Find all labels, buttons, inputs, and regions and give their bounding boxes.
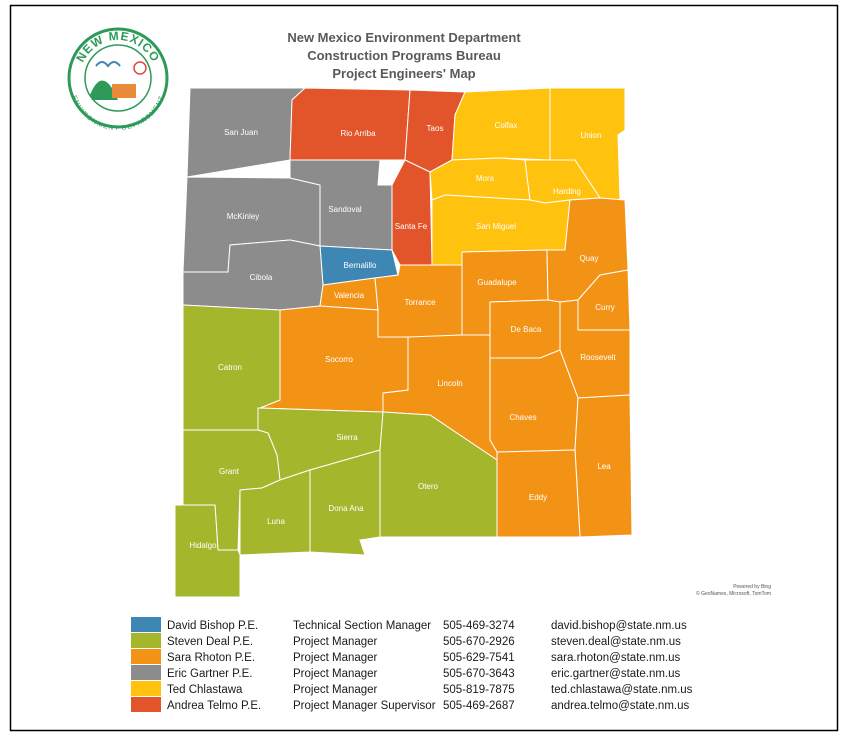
county-label: Catron bbox=[218, 363, 242, 372]
legend-phone: 505-469-2687 bbox=[443, 700, 515, 712]
title-line: Construction Programs Bureau bbox=[307, 48, 501, 63]
county-shape bbox=[391, 159, 433, 266]
legend-phone: 505-469-3274 bbox=[443, 620, 515, 632]
attribution: Powered by Bing bbox=[733, 584, 771, 590]
county-label: Lea bbox=[597, 462, 611, 471]
county-label: Colfax bbox=[495, 121, 518, 130]
county-label: Taos bbox=[427, 124, 444, 133]
county-label: Roosevelt bbox=[580, 353, 616, 362]
county-label: Sierra bbox=[336, 433, 358, 442]
legend-email: eric.gartner@state.nm.us bbox=[551, 668, 681, 680]
county-label: Harding bbox=[553, 187, 581, 196]
legend-swatch bbox=[131, 633, 161, 648]
legend-name: Eric Gartner P.E. bbox=[167, 668, 252, 680]
logo-mesa bbox=[112, 84, 136, 98]
legend-swatch bbox=[131, 681, 161, 696]
county-label: Dona Ana bbox=[328, 504, 364, 513]
county-label: San Miguel bbox=[476, 222, 516, 231]
county-label: Eddy bbox=[529, 493, 547, 502]
county-shape bbox=[174, 504, 241, 598]
logo: NEW MEXICO ENVIRONMENT DEPARTMENT bbox=[67, 27, 169, 132]
title-line: New Mexico Environment Department bbox=[287, 30, 521, 45]
legend-phone: 505-670-3643 bbox=[443, 668, 515, 680]
county-label: Chaves bbox=[509, 413, 536, 422]
county-label: Quay bbox=[579, 254, 598, 263]
legend-email: sara.rhoton@state.nm.us bbox=[551, 652, 681, 664]
legend-name: Ted Chlastawa bbox=[167, 684, 243, 696]
legend-swatch bbox=[131, 649, 161, 664]
county-shape bbox=[489, 349, 579, 453]
attribution: © GeoNames, Microsoft, TomTom bbox=[696, 590, 771, 597]
legend-email: david.bishop@state.nm.us bbox=[551, 620, 687, 632]
legend-title: Project Manager Supervisor bbox=[293, 700, 436, 712]
legend-email: steven.deal@state.nm.us bbox=[551, 636, 681, 648]
logo-hill bbox=[90, 80, 118, 100]
legend-title: Project Manager bbox=[293, 636, 378, 648]
legend-email: ted.chlastawa@state.nm.us bbox=[551, 684, 693, 696]
legend-title: Project Manager bbox=[293, 684, 378, 696]
legend-phone: 505-629-7541 bbox=[443, 652, 515, 664]
county-label: Santa Fe bbox=[395, 222, 428, 231]
county-label: Lincoln bbox=[437, 379, 462, 388]
legend-swatch bbox=[131, 617, 161, 632]
legend-name: Andrea Telmo P.E. bbox=[167, 700, 261, 712]
legend-name: Steven Deal P.E. bbox=[167, 636, 253, 648]
county-label: Valencia bbox=[334, 291, 365, 300]
logo-inner bbox=[84, 44, 152, 112]
legend-name: Sara Rhoton P.E. bbox=[167, 652, 255, 664]
legend-swatch bbox=[131, 697, 161, 712]
logo-cloud bbox=[95, 61, 121, 68]
title-line: Project Engineers' Map bbox=[332, 66, 475, 81]
county-label: Guadalupe bbox=[477, 278, 517, 287]
legend-phone: 505-670-2926 bbox=[443, 636, 515, 648]
county-label: Torrance bbox=[404, 298, 436, 307]
legend-title: Technical Section Manager bbox=[293, 620, 431, 632]
county-label: Rio Arriba bbox=[340, 129, 376, 138]
county-shape bbox=[289, 87, 411, 161]
logo-zia bbox=[133, 61, 147, 75]
county-label: Cibola bbox=[250, 273, 273, 282]
legend-title: Project Manager bbox=[293, 652, 378, 664]
legend-email: andrea.telmo@state.nm.us bbox=[551, 700, 689, 712]
county-label: Mora bbox=[476, 174, 495, 183]
county-label: De Baca bbox=[511, 325, 542, 334]
legend-swatch bbox=[131, 665, 161, 680]
county-label: San Juan bbox=[224, 128, 258, 137]
county-label: Union bbox=[581, 131, 602, 140]
county-label: Luna bbox=[267, 517, 285, 526]
county-label: Grant bbox=[219, 467, 240, 476]
legend-title: Project Manager bbox=[293, 668, 378, 680]
legend-name: David Bishop P.E. bbox=[167, 620, 258, 632]
legend-phone: 505-819-7875 bbox=[443, 684, 515, 696]
counties: San Juan Rio Arriba Taos Colfax Union McKinle… bbox=[174, 87, 633, 598]
county-label: Otero bbox=[418, 482, 439, 491]
county-label: Bernalillo bbox=[344, 261, 377, 270]
county-shape bbox=[574, 394, 633, 538]
county-label: McKinley bbox=[227, 212, 259, 221]
legend: David Bishop P.E. Technical Section Manag… bbox=[131, 617, 693, 712]
county-label: Hidalgo bbox=[189, 541, 217, 550]
county-label: Curry bbox=[595, 303, 615, 312]
county-label: Sandoval bbox=[328, 205, 362, 214]
county-label: Socorro bbox=[325, 355, 354, 364]
